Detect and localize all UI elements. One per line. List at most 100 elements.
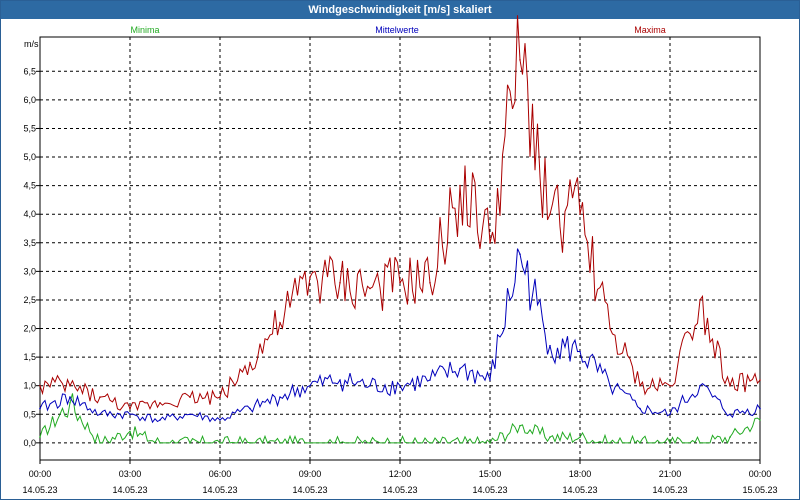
legend-minima: Minima bbox=[130, 25, 159, 35]
data-point-mittelwerte bbox=[669, 413, 671, 416]
data-point-maxima bbox=[279, 322, 281, 324]
data-point-minima bbox=[699, 442, 701, 444]
data-point-minima bbox=[759, 419, 761, 421]
data-point-mittelwerte bbox=[399, 384, 401, 387]
data-point-maxima bbox=[159, 402, 161, 404]
x-tick-time-label: 18:00 bbox=[569, 469, 592, 479]
y-tick-label: 5,5 bbox=[23, 123, 36, 133]
y-tick-label: 6,0 bbox=[23, 95, 36, 105]
data-point-minima bbox=[429, 442, 431, 444]
x-tick-time-label: 12:00 bbox=[389, 469, 412, 479]
data-point-maxima bbox=[69, 384, 71, 387]
data-point-minima bbox=[579, 436, 581, 438]
x-tick-time-label: 15:00 bbox=[479, 469, 502, 479]
data-point-maxima bbox=[309, 276, 311, 278]
data-point-maxima bbox=[549, 213, 551, 215]
x-tick-date-label: 14.05.23 bbox=[652, 485, 687, 495]
data-point-mittelwerte bbox=[369, 384, 371, 387]
data-point-mittelwerte bbox=[519, 253, 521, 255]
data-point-mittelwerte bbox=[129, 413, 131, 416]
data-point-mittelwerte bbox=[489, 379, 491, 381]
legend-mittelwerte: Mittelwerte bbox=[375, 25, 419, 35]
x-tick-date-label: 14.05.23 bbox=[562, 485, 597, 495]
data-point-mittelwerte bbox=[699, 384, 701, 387]
x-tick-time-label: 00:00 bbox=[749, 469, 772, 479]
data-point-mittelwerte bbox=[279, 396, 281, 398]
data-point-maxima bbox=[669, 384, 671, 387]
data-point-minima bbox=[399, 442, 401, 444]
data-point-minima bbox=[129, 430, 131, 433]
data-point-mittelwerte bbox=[639, 407, 641, 410]
data-point-minima bbox=[99, 442, 101, 444]
data-point-mittelwerte bbox=[249, 407, 251, 410]
data-point-minima bbox=[519, 424, 521, 427]
data-point-mittelwerte bbox=[339, 379, 341, 381]
data-point-maxima bbox=[219, 396, 221, 398]
data-point-mittelwerte bbox=[609, 384, 611, 387]
data-point-maxima bbox=[39, 384, 41, 387]
data-point-minima bbox=[309, 442, 311, 444]
data-point-minima bbox=[39, 436, 41, 438]
data-point-maxima bbox=[339, 282, 341, 284]
data-point-minima bbox=[339, 442, 341, 444]
data-point-mittelwerte bbox=[429, 379, 431, 381]
data-point-maxima bbox=[399, 282, 401, 284]
data-point-maxima bbox=[459, 184, 461, 187]
data-point-mittelwerte bbox=[99, 413, 101, 416]
y-tick-label: 4,5 bbox=[23, 181, 36, 191]
data-point-mittelwerte bbox=[69, 396, 71, 398]
y-tick-label: 1,5 bbox=[23, 352, 36, 362]
data-point-mittelwerte bbox=[219, 419, 221, 421]
x-tick-date-label: 14.05.23 bbox=[292, 485, 327, 495]
data-point-maxima bbox=[99, 396, 101, 398]
y-axis-label: m/s bbox=[24, 39, 39, 49]
data-point-mittelwerte bbox=[159, 419, 161, 421]
data-point-mittelwerte bbox=[579, 350, 581, 353]
data-point-mittelwerte bbox=[459, 367, 461, 370]
y-tick-label: 3,0 bbox=[23, 266, 36, 276]
data-point-minima bbox=[69, 402, 71, 404]
y-tick-label: 5,0 bbox=[23, 152, 36, 162]
data-point-maxima bbox=[579, 213, 581, 215]
data-point-minima bbox=[369, 442, 371, 444]
data-point-maxima bbox=[429, 282, 431, 284]
data-point-mittelwerte bbox=[729, 413, 731, 416]
data-point-minima bbox=[219, 442, 221, 444]
data-point-maxima bbox=[759, 379, 761, 381]
data-point-minima bbox=[159, 442, 161, 444]
x-tick-date-label: 14.05.23 bbox=[472, 485, 507, 495]
x-tick-time-label: 00:00 bbox=[29, 469, 52, 479]
y-tick-label: 0,0 bbox=[23, 438, 36, 448]
x-tick-time-label: 03:00 bbox=[119, 469, 142, 479]
y-tick-label: 1,0 bbox=[23, 381, 36, 391]
x-tick-date-label: 15.05.23 bbox=[742, 485, 777, 495]
data-point-mittelwerte bbox=[39, 407, 41, 410]
data-point-maxima bbox=[519, 59, 521, 61]
data-point-minima bbox=[609, 442, 611, 444]
data-point-mittelwerte bbox=[549, 344, 551, 347]
data-point-maxima bbox=[729, 384, 731, 387]
y-tick-label: 2,0 bbox=[23, 324, 36, 334]
y-tick-label: 0,5 bbox=[23, 409, 36, 419]
y-tick-label: 3,5 bbox=[23, 238, 36, 248]
data-point-minima bbox=[249, 442, 251, 444]
x-tick-time-label: 06:00 bbox=[209, 469, 232, 479]
data-point-maxima bbox=[129, 407, 131, 410]
x-tick-date-label: 14.05.23 bbox=[202, 485, 237, 495]
x-tick-time-label: 09:00 bbox=[299, 469, 322, 479]
x-tick-date-label: 14.05.23 bbox=[22, 485, 57, 495]
x-tick-time-label: 21:00 bbox=[659, 469, 682, 479]
y-tick-label: 4,0 bbox=[23, 209, 36, 219]
legend-maxima: Maxima bbox=[634, 25, 666, 35]
data-point-maxima bbox=[699, 299, 701, 301]
x-tick-date-label: 14.05.23 bbox=[112, 485, 147, 495]
data-point-mittelwerte bbox=[309, 384, 311, 387]
data-point-minima bbox=[489, 442, 491, 444]
data-point-maxima bbox=[639, 384, 641, 387]
data-point-minima bbox=[279, 442, 281, 444]
y-tick-label: 2,5 bbox=[23, 295, 36, 305]
data-point-maxima bbox=[489, 242, 491, 244]
data-point-minima bbox=[669, 442, 671, 444]
data-point-maxima bbox=[189, 396, 191, 398]
